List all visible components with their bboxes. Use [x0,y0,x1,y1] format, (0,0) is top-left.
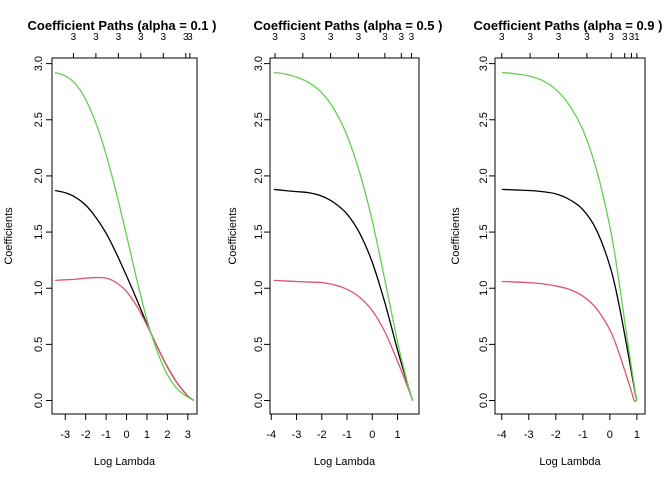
x-tick-label: 0 [369,429,375,441]
series-line-2 [501,280,638,402]
plot-frame [51,57,198,415]
y-tick-label: 2.0 [478,168,490,183]
x-tick-label: -1 [342,429,352,441]
top-tick-label: 3 [608,32,614,43]
x-axis-label: Log Lambda [314,456,376,468]
y-tick-label: 1.0 [253,281,265,296]
top-tick-label: 3 [499,32,505,43]
series-line-2 [55,276,195,402]
x-tick-label: -3 [292,429,302,441]
y-tick-label: 2.0 [253,168,265,183]
top-tick-label: 3 [527,32,533,43]
top-tick-label: 3 [399,32,405,43]
y-tick-label: 0.5 [253,337,265,352]
x-tick-label: 0 [123,429,129,441]
x-tick-label: -2 [81,429,91,441]
x-tick-label: -3 [60,429,70,441]
series-line-1 [273,188,414,401]
y-tick-label: 1.5 [478,224,490,239]
x-tick-label: 0 [607,429,613,441]
y-tick-label: 1.5 [253,224,265,239]
top-tick-label: 3 [328,32,334,43]
y-tick-label: 3.0 [478,56,490,71]
y-tick-label: 0.0 [478,393,490,408]
top-tick-label: 3 [187,32,193,43]
x-tick-label: -1 [578,429,588,441]
y-tick-label: 1.5 [33,224,45,239]
top-tick-label: 3 [138,32,144,43]
top-tick-label: 3 [584,32,590,43]
x-tick-label: -4 [266,429,276,441]
y-axis-label: Coefficients [227,207,239,265]
plot-frame [269,57,420,415]
y-tick-label: 2.0 [33,168,45,183]
top-tick-label: 3 [161,32,167,43]
y-tick-label: 2.5 [478,112,490,127]
plot-frame [494,57,646,415]
x-axis-label: Log Lambda [94,456,156,468]
x-tick-label: -3 [524,429,534,441]
chart-title: Coefficient Paths (alpha = 0.9 ) [474,18,663,33]
y-tick-label: 1.0 [33,281,45,296]
chart-title: Coefficient Paths (alpha = 0.1 ) [28,18,217,33]
y-tick-label: 2.5 [253,112,265,127]
y-axis-label: Coefficients [450,207,462,265]
top-tick-label: 3 [409,32,415,43]
x-tick-label: -2 [317,429,327,441]
top-tick-label: 3 [556,32,562,43]
chart-panel-3: Coefficient Paths (alpha = 0.9 ) -4 -3 -2 -1… [450,18,662,468]
y-tick-label: 0.5 [33,337,45,352]
top-tick-label: 3 [382,32,388,43]
top-tick-label: 3 [116,32,122,43]
chart-panel-2: Coefficient Paths (alpha = 0.5 ) -4 -3 -2 -1… [227,18,442,468]
y-tick-label: 2.5 [33,112,45,127]
series-line-1 [54,189,195,402]
series-line-1 [501,188,638,401]
x-tick-label: -4 [497,429,507,441]
chart-panel-1: Coefficient Paths (alpha = 0.1 ) -3 -2 -1 0 1… [3,18,216,468]
y-tick-label: 3.0 [253,56,265,71]
y-axis-label: Coefficients [3,207,15,265]
top-tick-label: 3 [629,32,635,43]
series-line-3 [273,71,414,401]
series-line-2 [273,279,414,401]
top-tick-label: 3 [183,32,189,43]
top-tick-label: 3 [93,32,99,43]
y-tick-label: 1.0 [478,281,490,296]
y-tick-label: 0.0 [33,393,45,408]
x-tick-label: -1 [101,429,111,441]
chart-title: Coefficient Paths (alpha = 0.5 ) [254,18,443,33]
series-line-3 [501,71,638,401]
y-tick-label: 3.0 [33,56,45,71]
x-tick-label: 1 [144,429,150,441]
top-tick-label: 3 [71,32,77,43]
top-tick-label: 3 [356,32,362,43]
x-axis-label: Log Lambda [539,456,601,468]
x-tick-label: -2 [551,429,561,441]
x-tick-label: 3 [185,429,191,441]
y-tick-label: 0.0 [253,393,265,408]
y-tick-label: 0.5 [478,337,490,352]
top-tick-label: 3 [272,32,278,43]
top-tick-label: 1 [634,32,640,43]
top-tick-label: 3 [622,32,628,43]
top-tick-label: 3 [300,32,306,43]
x-tick-label: 1 [634,429,640,441]
x-tick-label: 2 [164,429,170,441]
series-line-3 [54,71,195,402]
x-tick-label: 1 [394,429,400,441]
